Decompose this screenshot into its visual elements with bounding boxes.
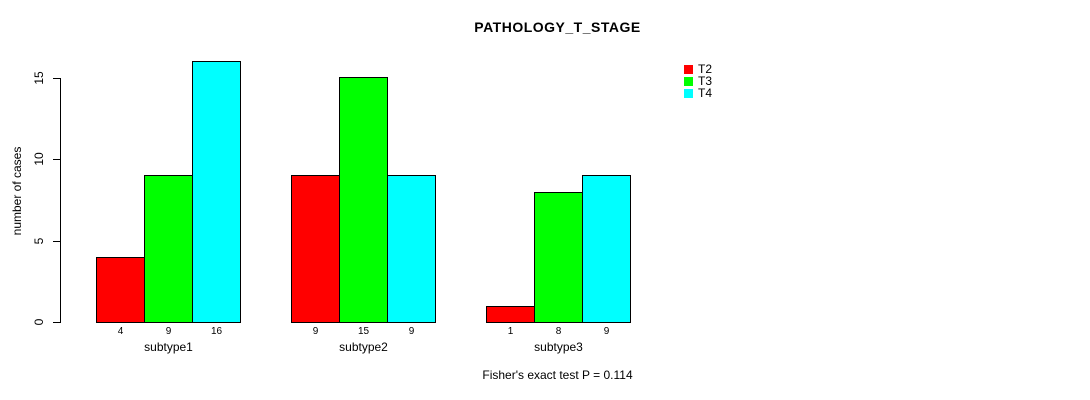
bar-subtype1-T2 bbox=[96, 257, 145, 323]
legend-label: T2 bbox=[698, 62, 713, 76]
bar-value-label: 9 bbox=[603, 326, 610, 337]
bar-value-label: 15 bbox=[357, 326, 370, 337]
legend-item-T4: T4 bbox=[684, 87, 712, 99]
bar-subtype2-T2 bbox=[291, 175, 340, 323]
bar-subtype2-T3 bbox=[339, 77, 388, 323]
category-label-subtype2: subtype2 bbox=[339, 340, 388, 354]
legend-label: T3 bbox=[698, 74, 713, 88]
y-tick-mark bbox=[53, 78, 60, 79]
bar-value-label: 9 bbox=[408, 326, 415, 337]
bar-subtype3-T2 bbox=[486, 306, 535, 323]
bar-value-label: 4 bbox=[117, 326, 124, 337]
legend-swatch-icon bbox=[684, 76, 693, 86]
legend-swatch-icon bbox=[684, 64, 693, 74]
y-tick-label: 5 bbox=[32, 237, 46, 245]
category-label-subtype1: subtype1 bbox=[144, 340, 193, 354]
bar-subtype2-T4 bbox=[387, 175, 436, 323]
bar-subtype1-T3 bbox=[144, 175, 193, 323]
bar-value-label: 16 bbox=[210, 326, 223, 337]
chart-title: PATHOLOGY_T_STAGE bbox=[474, 19, 641, 35]
y-tick-label: 10 bbox=[32, 152, 46, 166]
bar-value-label: 9 bbox=[312, 326, 319, 337]
y-tick-mark bbox=[53, 159, 60, 160]
y-tick-label: 0 bbox=[32, 318, 46, 326]
legend-label: T4 bbox=[698, 86, 713, 100]
y-axis-line bbox=[60, 78, 61, 323]
bar-subtype3-T4 bbox=[582, 175, 631, 323]
legend-item-T2: T2 bbox=[684, 63, 712, 75]
bar-subtype3-T3 bbox=[534, 192, 583, 323]
annotation-text: Fisher's exact test P = 0.114 bbox=[482, 368, 633, 382]
y-tick-label: 15 bbox=[32, 71, 46, 85]
legend-swatch-icon bbox=[684, 88, 693, 98]
y-tick-mark bbox=[53, 241, 60, 242]
bar-value-label: 1 bbox=[507, 326, 514, 337]
bar-value-label: 9 bbox=[165, 326, 172, 337]
category-label-subtype3: subtype3 bbox=[534, 340, 583, 354]
y-axis-label: number of cases bbox=[10, 146, 24, 236]
y-tick-mark bbox=[53, 322, 60, 323]
bar-subtype1-T4 bbox=[192, 61, 241, 323]
bar-value-label: 8 bbox=[555, 326, 562, 337]
legend-item-T3: T3 bbox=[684, 75, 712, 87]
